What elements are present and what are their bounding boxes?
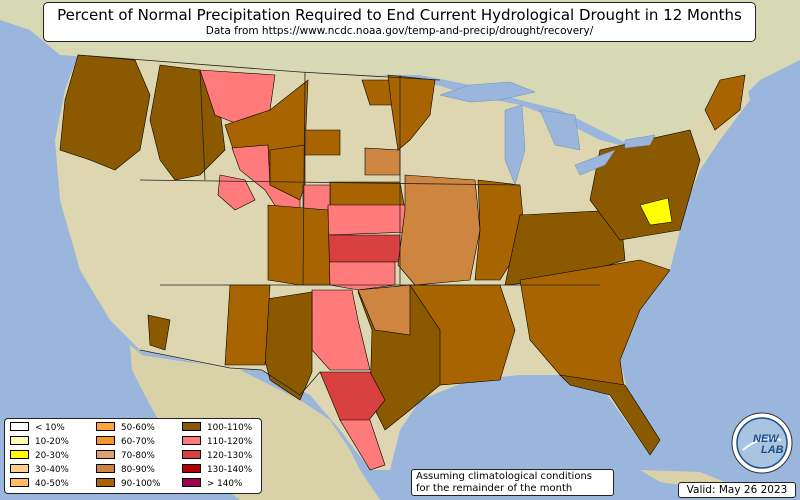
logo-inner-circle xyxy=(736,417,788,469)
legend-label: 70-80% xyxy=(121,451,155,461)
newlab-logo: NEW LAB xyxy=(731,412,793,474)
region-southeast xyxy=(519,259,671,396)
legend-swatch xyxy=(96,436,115,445)
legend-item: 70-80% xyxy=(96,450,155,462)
legend-label: 80-90% xyxy=(121,465,155,475)
legend-swatch xyxy=(182,422,201,431)
logo-swoosh xyxy=(742,437,782,451)
border-longitude-1 xyxy=(199,69,206,181)
legend-label: 120-130% xyxy=(207,451,253,461)
legend-item: 50-60% xyxy=(96,422,155,434)
note-line1: Assuming climatological conditions xyxy=(416,471,592,482)
region-wyoming-brown xyxy=(269,144,306,201)
legend-item: 30-40% xyxy=(10,464,69,476)
great-lakes xyxy=(439,81,656,186)
legend-swatch xyxy=(10,436,29,445)
legend: < 10% 10-20% 20-30% 30-40% 40-50% 50-60% 60-70… xyxy=(4,418,262,494)
border-latitude-1 xyxy=(139,179,521,186)
legend-label: 40-50% xyxy=(35,479,69,489)
legend-swatch xyxy=(10,422,29,431)
title-box: Percent of Normal Precipitation Required… xyxy=(43,2,756,42)
legend-item: 90-100% xyxy=(96,478,161,490)
border-us-mexico xyxy=(139,349,321,396)
lake-erie xyxy=(574,149,616,176)
region-arizona xyxy=(224,284,271,366)
legend-label: 110-120% xyxy=(207,437,253,447)
legend-label: 30-40% xyxy=(35,465,69,475)
region-iowa-missouri xyxy=(397,174,481,286)
legend-label: 20-30% xyxy=(35,451,69,461)
region-ok-east xyxy=(357,284,411,336)
region-s-texas xyxy=(339,419,386,471)
legend-swatch xyxy=(182,478,201,487)
region-northeast xyxy=(589,129,701,241)
map-subtitle: Data from https://www.ncdc.noaa.gov/temp… xyxy=(205,25,594,37)
region-florida xyxy=(559,374,661,456)
legend-label: < 10% xyxy=(35,423,65,433)
legend-label: 10-20% xyxy=(35,437,69,447)
logo-text-2: LAB xyxy=(761,444,784,456)
legend-swatch xyxy=(10,450,29,459)
legend-swatch xyxy=(182,450,201,459)
lake-huron xyxy=(539,109,581,151)
region-oklahoma xyxy=(327,261,396,291)
border-longitude-2 xyxy=(302,71,306,286)
legend-swatch xyxy=(96,422,115,431)
legend-swatch xyxy=(96,464,115,473)
region-sw-arizona xyxy=(147,314,171,351)
legend-label: 90-100% xyxy=(121,479,161,489)
region-kansas-red xyxy=(327,234,401,263)
region-maryland-yellow xyxy=(639,197,673,226)
note-box: Assuming climatological conditions for t… xyxy=(411,469,614,496)
region-kansas-pink xyxy=(327,204,411,236)
legend-item: 120-130% xyxy=(182,450,253,462)
legend-swatch xyxy=(182,436,201,445)
legend-label: 50-60% xyxy=(121,423,155,433)
legend-label: 60-70% xyxy=(121,437,155,447)
drought-regions xyxy=(59,54,746,471)
legend-swatch xyxy=(10,464,29,473)
lake-ontario xyxy=(624,134,656,149)
note-line2: for the remainder of the month xyxy=(416,483,573,494)
legend-item: 110-120% xyxy=(182,436,253,448)
region-colorado xyxy=(267,204,331,286)
legend-item: < 10% xyxy=(10,422,65,434)
legend-item: 40-50% xyxy=(10,478,69,490)
region-pacific-nw xyxy=(59,54,151,171)
legend-label: 100-110% xyxy=(207,423,253,433)
region-nw-colorado xyxy=(217,174,256,211)
lake-michigan xyxy=(504,104,526,186)
legend-item: 20-30% xyxy=(10,450,69,462)
logo-text-1: NEW xyxy=(753,433,780,445)
region-dakota xyxy=(304,129,341,156)
border-49th-parallel xyxy=(77,54,441,81)
legend-swatch xyxy=(182,464,201,473)
valid-date: Valid: May 26 2023 xyxy=(678,482,796,498)
legend-swatch xyxy=(96,478,115,487)
region-maine xyxy=(704,74,746,131)
legend-swatch xyxy=(96,450,115,459)
legend-item: > 140% xyxy=(182,478,243,490)
legend-item: 130-140% xyxy=(182,464,253,476)
lake-superior xyxy=(439,81,536,103)
legend-item: 80-90% xyxy=(96,464,155,476)
state-borders xyxy=(77,54,600,396)
legend-item: 100-110% xyxy=(182,422,253,434)
legend-label: 130-140% xyxy=(207,465,253,475)
region-sd-east xyxy=(364,147,401,176)
legend-item: 10-20% xyxy=(10,436,69,448)
legend-swatch xyxy=(10,478,29,487)
legend-label: > 140% xyxy=(207,479,243,489)
region-texas-red xyxy=(319,371,386,426)
map-title: Percent of Normal Precipitation Required… xyxy=(57,6,742,24)
legend-item: 60-70% xyxy=(96,436,155,448)
